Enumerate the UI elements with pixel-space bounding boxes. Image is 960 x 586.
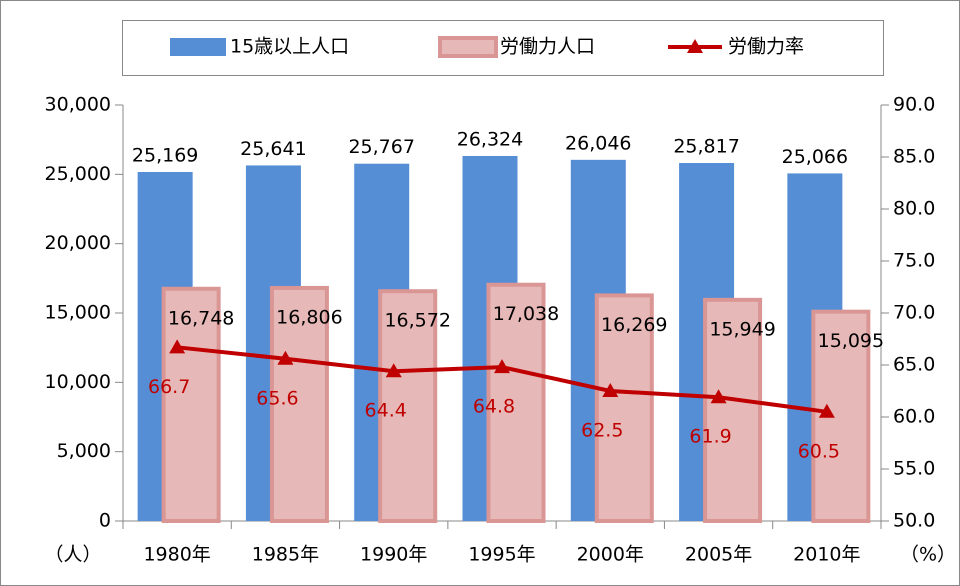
bar-value-label: 16,748 [168, 307, 234, 329]
line-marker [818, 403, 835, 418]
bar-value-label: 15,949 [709, 318, 775, 340]
legend-swatch [170, 38, 226, 56]
bar-value-label: 26,046 [565, 132, 631, 154]
x-tick-label: 1980年 [143, 544, 210, 566]
bar-value-label: 25,641 [240, 138, 306, 160]
y2-tick-label: 85.0 [893, 146, 935, 168]
y2-tick-label: 75.0 [893, 250, 935, 272]
y-tick-label: 15,000 [45, 302, 111, 324]
y-axis-label: （人） [44, 544, 101, 566]
y2-tick-label: 80.0 [893, 198, 935, 220]
x-tick-label: 1985年 [252, 544, 319, 566]
legend-swatch [438, 36, 498, 58]
bar-value-label: 25,767 [348, 136, 414, 158]
bar-value-label: 16,806 [276, 306, 342, 328]
bar-value-label: 16,269 [601, 314, 667, 336]
line-marker [602, 383, 619, 397]
line-marker [277, 350, 294, 365]
y-tick-label: 10,000 [45, 371, 111, 393]
legend-swatch-marker [687, 39, 703, 53]
y2-tick-label: 55.0 [893, 458, 935, 480]
line-value-label: 64.8 [473, 396, 515, 418]
line-value-label: 64.4 [365, 400, 407, 422]
bar-value-label: 25,169 [132, 144, 198, 166]
line-value-label: 66.7 [148, 376, 190, 398]
x-tick-label: 2005年 [685, 544, 752, 566]
line-marker [710, 389, 727, 404]
x-tick-label: 2000年 [577, 544, 644, 566]
y2-tick-label: 65.0 [893, 354, 935, 376]
y2-axis-label: （%） [900, 544, 956, 566]
line-value-label: 60.5 [798, 440, 840, 462]
legend-box [122, 20, 884, 76]
y2-tick-label: 60.0 [893, 406, 935, 428]
y-tick-label: 0 [99, 510, 111, 532]
bar [594, 293, 654, 523]
bar-value-label: 25,817 [673, 136, 739, 158]
bar [378, 289, 438, 523]
y-tick-label: 25,000 [45, 163, 111, 185]
bar [703, 297, 763, 524]
y2-tick-label: 70.0 [893, 302, 935, 324]
line-marker [169, 339, 186, 354]
legend-label: 15歳以上人口 [230, 36, 349, 58]
x-tick-label: 1995年 [468, 544, 535, 566]
y-tick-label: 5,000 [57, 440, 111, 462]
legend-label: 労働力率 [728, 36, 804, 58]
line-marker [385, 363, 402, 378]
line-value-label: 65.6 [256, 387, 298, 409]
bar [269, 285, 329, 523]
bar-value-label: 16,572 [384, 310, 450, 332]
bar [486, 282, 546, 524]
y-tick-label: 30,000 [45, 94, 111, 116]
x-tick-label: 1990年 [360, 544, 427, 566]
line-value-label: 62.5 [581, 420, 623, 442]
bar-value-label: 17,038 [493, 303, 559, 325]
y2-tick-label: 50.0 [893, 510, 935, 532]
x-tick-label: 2010年 [793, 544, 860, 566]
legend-label: 労働力人口 [500, 36, 595, 58]
line-value-label: 61.9 [689, 426, 731, 448]
y-tick-label: 20,000 [45, 232, 111, 254]
bar [161, 286, 221, 524]
y2-tick-label: 90.0 [893, 94, 935, 116]
line-marker [494, 359, 510, 374]
bar-value-label: 15,095 [818, 330, 884, 352]
bar-value-label: 25,066 [782, 146, 848, 168]
bar-value-label: 26,324 [457, 128, 523, 150]
